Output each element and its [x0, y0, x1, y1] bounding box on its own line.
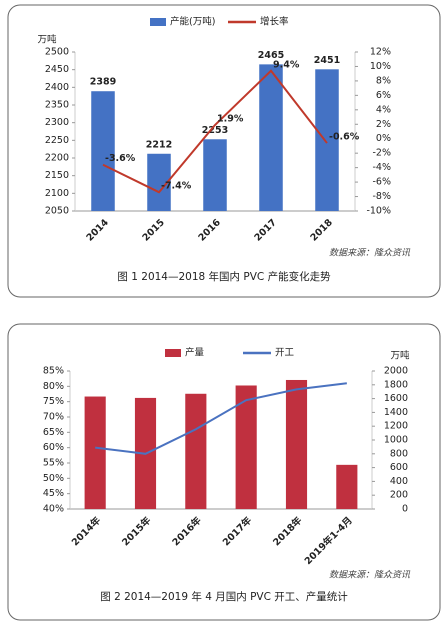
y-tick-label: 40%: [43, 504, 64, 515]
y-tick-label: 2500: [45, 47, 69, 58]
x-tick-label: 2019年1-4月: [302, 514, 355, 567]
y2-tick-label: 6%: [376, 90, 391, 101]
y2-tick-label: 600: [390, 462, 408, 473]
x-tick-label: 2017: [252, 217, 278, 243]
data-label: -0.6%: [329, 132, 360, 143]
y2-tick-label: 800: [390, 448, 408, 459]
y-tick-label: 2400: [45, 82, 69, 93]
y-tick-label: 85%: [43, 366, 64, 377]
data-label: 9.4%: [273, 59, 300, 70]
legend-label: 开工: [275, 348, 295, 359]
y-tick-label: 2150: [45, 170, 69, 181]
y-tick-label: 2300: [45, 117, 69, 128]
legend-marker: [150, 18, 166, 26]
x-tick-label: 2016年: [170, 514, 204, 548]
y2-tick-label: -8%: [373, 191, 392, 202]
bar: [235, 385, 257, 509]
bar: [185, 393, 207, 509]
data-label: 2465: [258, 50, 284, 61]
x-tick-label: 2018年: [270, 514, 304, 548]
bar: [285, 379, 308, 509]
bar: [84, 396, 106, 509]
bar: [315, 69, 339, 212]
y2-tick-label: 200: [390, 490, 408, 501]
y2-tick-label: 400: [390, 476, 408, 487]
legend-label: 产能(万吨): [170, 16, 215, 28]
y-tick-label: 75%: [43, 396, 64, 407]
y2-tick-label: 4%: [376, 104, 391, 115]
bar: [91, 91, 115, 211]
y2-tick-label: -2%: [373, 148, 392, 159]
figure-frame: [7, 4, 441, 298]
x-tick-label: 2014: [84, 217, 111, 244]
data-label: 2212: [146, 139, 172, 150]
y-tick-label: 80%: [43, 381, 64, 392]
y-tick-label: 2250: [45, 135, 69, 146]
x-tick-label: 2016: [196, 217, 223, 244]
y2-tick-label: 10%: [370, 61, 391, 72]
bar: [147, 153, 171, 211]
y2-tick-label: 1600: [384, 393, 408, 404]
data-label: 2451: [314, 55, 340, 66]
y2-tick-label: 0: [402, 504, 408, 515]
y-tick-label: 2450: [45, 64, 69, 75]
y2-tick-label: -4%: [373, 162, 392, 173]
data-label: 2253: [202, 125, 228, 136]
x-tick-label: 2014年: [69, 514, 103, 548]
legend-marker: [165, 349, 181, 357]
y2-axis-label: 万吨: [390, 350, 410, 362]
figure-frame: [7, 323, 441, 621]
y2-tick-label: 12%: [370, 47, 391, 58]
bar: [203, 139, 227, 211]
y2-tick-label: 1000: [384, 435, 408, 446]
legend-label: 增长率: [260, 16, 289, 28]
y2-tick-label: 8%: [376, 75, 391, 86]
y-tick-label: 2350: [45, 100, 69, 111]
caption: 图 2 2014—2019 年 4 月国内 PVC 开工、产量统计: [100, 590, 348, 603]
y2-tick-label: 1200: [384, 421, 408, 432]
bar: [336, 464, 358, 509]
x-tick-label: 2015: [140, 217, 166, 243]
x-tick-label: 2018: [308, 217, 335, 244]
x-tick-label: 2015年: [119, 514, 153, 548]
source: 数据来源：隆众资讯: [329, 570, 411, 581]
legend-label: 产量: [185, 347, 205, 359]
y2-tick-label: 2%: [376, 119, 391, 130]
y-tick-label: 65%: [43, 427, 64, 438]
data-label: 2389: [90, 77, 116, 88]
y-tick-label: 55%: [43, 458, 64, 469]
y2-tick-label: 2000: [384, 366, 408, 377]
data-label: -3.6%: [105, 153, 136, 164]
y2-tick-label: 0%: [376, 133, 391, 144]
y2-tick-label: 1800: [384, 379, 408, 390]
y-tick-label: 50%: [43, 473, 64, 484]
line: [102, 69, 328, 194]
y-tick-label: 2050: [45, 206, 69, 217]
caption: 图 1 2014—2018 年国内 PVC 产能变化走势: [117, 270, 331, 283]
y2-tick-label: 1400: [384, 407, 408, 418]
source: 数据来源：隆众资讯: [329, 248, 411, 259]
y2-tick-label: -10%: [366, 206, 391, 217]
line: [95, 382, 347, 455]
y-tick-label: 2100: [45, 188, 69, 199]
x-tick-label: 2017年: [220, 514, 254, 548]
data-label: 1.9%: [217, 113, 244, 124]
y-axis-label: 万吨: [37, 34, 57, 46]
y-tick-label: 45%: [43, 488, 64, 499]
y-tick-label: 60%: [43, 442, 64, 453]
y-tick-label: 70%: [43, 412, 64, 423]
y-tick-label: 2200: [45, 153, 69, 164]
y2-tick-label: -6%: [373, 177, 392, 188]
data-label: -7.4%: [161, 181, 192, 192]
bar: [259, 64, 283, 211]
